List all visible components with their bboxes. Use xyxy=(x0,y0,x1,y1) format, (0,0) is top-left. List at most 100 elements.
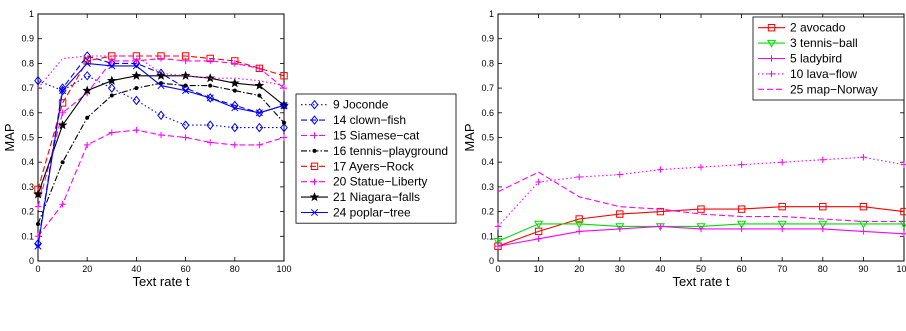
series-7 xyxy=(34,59,288,250)
data-point xyxy=(493,238,503,246)
series-line xyxy=(497,171,904,223)
y-axis-label: MAP xyxy=(2,123,17,151)
data-point xyxy=(207,139,214,146)
x-tick-label: 100 xyxy=(896,264,906,274)
data-point xyxy=(697,205,705,213)
data-point xyxy=(616,171,623,178)
y-tick-label: 0.1 xyxy=(21,231,34,241)
data-point xyxy=(576,228,583,235)
data-point xyxy=(131,70,142,80)
data-point xyxy=(108,129,115,136)
data-point xyxy=(230,78,240,88)
data-point xyxy=(83,51,92,61)
x-tick-label: 90 xyxy=(858,264,868,274)
data-point xyxy=(257,93,262,98)
data-point xyxy=(535,178,542,186)
series-line xyxy=(37,129,285,237)
x-tick-label: 40 xyxy=(655,264,665,274)
y-tick-label: 0.3 xyxy=(481,182,494,192)
y-tick-label: 0.7 xyxy=(21,83,34,93)
y-tick-label: 0.7 xyxy=(481,83,494,93)
x-tick-label: 20 xyxy=(574,264,584,274)
data-point xyxy=(859,202,868,211)
data-point xyxy=(777,220,787,229)
data-point xyxy=(230,100,239,111)
data-point xyxy=(132,62,140,70)
data-point xyxy=(109,93,114,98)
y-tick-label: 0 xyxy=(29,256,34,266)
data-point xyxy=(280,101,288,109)
data-point xyxy=(900,207,906,216)
x-tick-label: 40 xyxy=(131,264,141,274)
data-point xyxy=(34,75,42,86)
data-point xyxy=(132,95,141,106)
data-point xyxy=(574,220,584,229)
data-point xyxy=(255,109,263,117)
legend-label: 20 Statue−Liberty xyxy=(333,175,427,189)
data-point xyxy=(697,225,705,233)
legend-label: 9 Joconde xyxy=(333,98,389,112)
data-point xyxy=(206,94,214,102)
y-tick-label: 0.5 xyxy=(481,133,494,143)
data-point xyxy=(157,110,165,121)
data-point xyxy=(206,93,215,103)
data-point xyxy=(615,223,625,232)
x-tick-label: 60 xyxy=(181,264,191,274)
data-point xyxy=(818,220,828,229)
x-tick-label: 80 xyxy=(818,264,828,274)
legend-label: 2 avocado xyxy=(790,21,846,35)
data-point xyxy=(83,70,92,81)
data-point xyxy=(34,233,42,240)
x-tick-label: 50 xyxy=(696,264,706,274)
data-point xyxy=(205,73,215,83)
legend-label: 5 ladybird xyxy=(790,52,842,66)
series-5 xyxy=(34,55,288,210)
x-tick-label: 70 xyxy=(777,264,787,274)
data-point xyxy=(157,82,165,90)
data-point xyxy=(59,109,66,116)
legend-marker xyxy=(310,208,319,217)
chart-right: 0 10 20 30 40 50 60 70 80 90 100 0 0.1 0.2 0.3 0.4 0.5 0.… xyxy=(462,9,906,289)
legend-label: 25 map−Norway xyxy=(790,82,878,96)
legend-label: 14 clown−fish xyxy=(333,113,406,127)
y-tick-label: 0.8 xyxy=(21,58,34,68)
data-point xyxy=(230,122,239,133)
y-tick-label: 0.6 xyxy=(481,108,494,118)
data-point xyxy=(255,122,264,133)
data-point xyxy=(108,57,115,65)
legend-marker xyxy=(310,162,319,171)
legend-label: 10 lava−flow xyxy=(790,67,857,81)
data-point xyxy=(57,120,68,130)
data-point xyxy=(156,70,166,80)
data-point xyxy=(860,154,867,161)
x-tick-label: 20 xyxy=(82,264,92,274)
data-point xyxy=(231,104,239,112)
y-tick-label: 0.2 xyxy=(481,207,494,217)
data-point xyxy=(83,59,91,67)
y-tick-label: 0.6 xyxy=(21,108,34,118)
y-tick-label: 0.9 xyxy=(481,34,494,44)
data-point xyxy=(657,166,664,173)
y-tick-label: 0.2 xyxy=(21,207,34,217)
legend-label: 24 poplar−tree xyxy=(333,206,411,220)
data-point xyxy=(779,225,786,233)
data-point xyxy=(900,230,906,238)
legend-label: 16 tennis−playground xyxy=(333,144,448,158)
data-point xyxy=(616,225,623,233)
data-point xyxy=(82,85,92,95)
data-point xyxy=(133,57,140,65)
data-point xyxy=(256,65,263,72)
data-point xyxy=(575,215,583,223)
series-3 xyxy=(494,154,906,230)
x-tick-label: 100 xyxy=(276,264,291,274)
data-point xyxy=(132,58,141,69)
data-point xyxy=(107,83,116,93)
y-tick-label: 0 xyxy=(489,256,494,266)
series-line xyxy=(497,206,905,247)
data-point xyxy=(256,141,263,149)
x-tick-label: 0 xyxy=(495,264,500,274)
data-point xyxy=(738,225,745,233)
legend-marker xyxy=(310,99,319,110)
data-point xyxy=(231,60,238,67)
